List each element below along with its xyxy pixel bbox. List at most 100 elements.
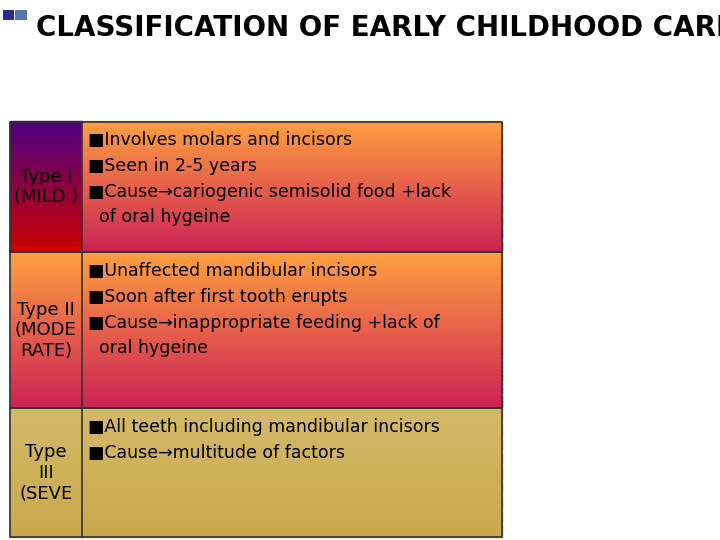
Bar [81, 421, 502, 422]
Bar [10, 475, 81, 477]
Bar [10, 257, 81, 259]
Bar [81, 358, 502, 360]
Bar [10, 528, 81, 530]
Bar [81, 423, 502, 424]
Bar [10, 357, 81, 359]
Bar [10, 252, 81, 254]
Bar [81, 166, 502, 168]
Bar [10, 230, 81, 232]
Bar [10, 463, 81, 465]
Bar [81, 313, 502, 315]
Bar [10, 126, 81, 128]
Bar [81, 484, 502, 486]
Bar [10, 300, 81, 302]
Bar [81, 212, 502, 214]
Bar [10, 486, 81, 488]
Bar [81, 530, 502, 532]
Bar [10, 158, 81, 160]
Bar [10, 414, 81, 416]
Bar [10, 384, 81, 386]
Bar [10, 160, 81, 162]
Bar [10, 303, 81, 306]
Text: CLASSIFICATION OF EARLY CHILDHOOD CARIES: CLASSIFICATION OF EARLY CHILDHOOD CARIES [36, 14, 720, 42]
Bar [81, 464, 502, 467]
Bar [10, 340, 81, 342]
Bar [10, 162, 81, 164]
Bar [10, 387, 81, 389]
Bar [81, 204, 502, 206]
Bar [10, 238, 81, 239]
Bar [10, 243, 81, 245]
Bar [10, 274, 81, 276]
Bar [10, 139, 81, 141]
Bar [10, 310, 81, 312]
Bar [81, 447, 502, 449]
Bar [10, 404, 81, 406]
Bar [10, 481, 81, 483]
Bar [81, 459, 502, 461]
Bar [81, 436, 502, 437]
Bar [3, 10, 14, 20]
Bar [81, 435, 502, 436]
Bar [10, 427, 81, 429]
Bar [81, 332, 502, 334]
Bar [10, 371, 81, 373]
Bar [81, 220, 502, 222]
Bar [10, 377, 81, 380]
Bar [10, 356, 81, 357]
Bar [10, 521, 81, 522]
Bar [81, 137, 502, 139]
Bar [10, 458, 81, 460]
Bar [81, 494, 502, 495]
Bar [81, 129, 502, 130]
Bar [81, 165, 502, 167]
Bar [81, 350, 502, 353]
Bar [10, 522, 81, 523]
Bar [81, 323, 502, 325]
Bar [10, 374, 81, 376]
Bar [81, 497, 502, 498]
Bar [10, 435, 81, 436]
Bar [10, 444, 81, 446]
Bar [81, 127, 502, 129]
Bar [10, 152, 81, 154]
Bar [10, 137, 81, 139]
Bar [10, 366, 81, 368]
Bar [81, 342, 502, 345]
Bar [10, 525, 81, 526]
Bar [81, 412, 502, 414]
Bar [10, 174, 81, 176]
Bar [81, 245, 502, 247]
Bar [10, 425, 81, 427]
Bar [81, 174, 502, 176]
Bar [81, 171, 502, 173]
Bar [10, 301, 81, 303]
Bar [10, 154, 81, 157]
Bar [10, 477, 81, 480]
Bar [81, 259, 502, 261]
Bar [10, 405, 81, 407]
Bar [10, 345, 81, 347]
Bar [10, 280, 81, 282]
Bar [10, 135, 81, 137]
Bar [10, 416, 81, 418]
Bar [81, 148, 502, 150]
Bar [10, 287, 81, 289]
Bar [10, 502, 81, 504]
Bar [81, 496, 502, 497]
Bar [10, 182, 81, 184]
Bar [81, 455, 502, 457]
Text: Type II
(MODE
RATE): Type II (MODE RATE) [15, 301, 77, 360]
Bar [10, 529, 81, 531]
Bar [81, 480, 502, 482]
Bar [10, 440, 81, 442]
Bar [81, 483, 502, 485]
Bar [81, 252, 502, 254]
Bar [10, 198, 81, 200]
Bar [81, 193, 502, 194]
Bar [81, 316, 502, 319]
Bar [81, 534, 502, 535]
Bar [81, 347, 502, 349]
Bar [81, 446, 502, 448]
Bar [10, 450, 81, 453]
